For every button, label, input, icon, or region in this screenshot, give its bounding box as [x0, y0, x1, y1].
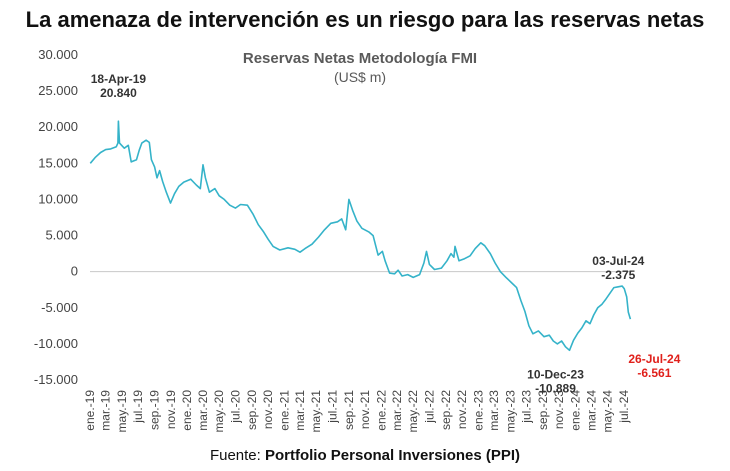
x-tick-label: sep.-20: [245, 390, 259, 430]
x-axis: ene.-19 mar.-19 may.-19 jul.-19 sep.-19 nov.-…: [83, 390, 631, 433]
y-tick-label: 5.000: [45, 228, 78, 243]
source-note: Fuente: Portfolio Personal Inversiones (…: [0, 447, 730, 464]
y-tick-label: 30.000: [38, 47, 78, 62]
x-tick-label: ene.-23: [471, 390, 485, 431]
y-axis: -15.000 -10.000 -5.000 0 5.000 10.000 15.000 20…: [34, 47, 78, 387]
x-tick-label: mar.-23: [487, 390, 501, 431]
x-tick-label: may.-20: [212, 390, 226, 433]
annotation-value-label: -6.561: [637, 366, 671, 380]
x-tick-label: sep.-23: [536, 390, 550, 430]
annotation-date-label: 10-Dec-23: [527, 367, 584, 381]
x-tick-label: jul.-23: [519, 390, 533, 424]
x-tick-label: may.-23: [503, 390, 517, 433]
x-tick-label: mar.-20: [196, 390, 210, 431]
annotations: 18-Apr-1920.84003-Jul-24-2.37526-Jul-24-…: [91, 72, 681, 395]
x-tick-label: nov.-22: [455, 390, 469, 429]
annotation-date-label: 18-Apr-19: [91, 72, 147, 86]
x-tick-label: mar.-19: [99, 390, 113, 431]
y-tick-label: -10.000: [34, 336, 78, 351]
y-tick-label: 15.000: [38, 155, 78, 170]
x-tick-label: nov.-19: [164, 390, 178, 429]
x-tick-label: ene.-20: [180, 390, 194, 431]
y-tick-label: 0: [71, 264, 78, 279]
x-tick-label: mar.-24: [584, 390, 598, 431]
x-tick-label: sep.-22: [439, 390, 453, 430]
annotation-date-label: 26-Jul-24: [628, 352, 680, 366]
annotation-date-label: 03-Jul-24: [592, 254, 644, 268]
x-tick-label: may.-24: [601, 390, 615, 433]
y-tick-label: 10.000: [38, 191, 78, 206]
x-tick-label: jul.-21: [325, 390, 339, 424]
annotation-value-label: -2.375: [601, 268, 635, 282]
x-tick-label: jul.-20: [228, 390, 242, 424]
x-tick-label: mar.-22: [390, 390, 404, 431]
y-tick-label: 20.000: [38, 119, 78, 134]
y-tick-label: -5.000: [41, 300, 78, 315]
annotation-value-label: -10.889: [535, 381, 576, 395]
x-tick-label: mar.-21: [293, 390, 307, 431]
y-tick-label: -15.000: [34, 372, 78, 387]
x-tick-label: jul.-22: [422, 390, 436, 424]
x-tick-label: nov.-20: [261, 390, 275, 429]
y-tick-label: 25.000: [38, 83, 78, 98]
headline: La amenaza de intervención es un riesgo …: [25, 7, 705, 32]
x-tick-label: ene.-24: [568, 390, 582, 431]
x-tick-label: nov.-21: [358, 390, 372, 429]
x-tick-label: ene.-19: [83, 390, 97, 431]
chart-title: Reservas Netas Metodología FMI: [242, 50, 478, 67]
x-tick-label: may.-19: [115, 390, 129, 433]
series-line-reservas-netas: [89, 120, 632, 352]
x-tick-label: jul.-24: [617, 390, 631, 424]
x-tick-label: may.-22: [406, 390, 420, 433]
x-tick-label: sep.-21: [342, 390, 356, 430]
x-tick-label: jul.-19: [131, 390, 145, 424]
annotation-value-label: 20.840: [100, 86, 137, 100]
source-prefix: Fuente:: [209, 447, 265, 464]
chart-subtitle: (US$ m): [333, 69, 387, 85]
x-tick-label: ene.-22: [374, 390, 388, 431]
x-tick-label: sep.-19: [148, 390, 162, 430]
x-tick-label: nov.-23: [552, 390, 566, 429]
x-tick-label: may.-21: [309, 390, 323, 433]
source-name: Portfolio Personal Inversiones (PPI): [264, 447, 521, 464]
x-tick-label: ene.-21: [277, 390, 291, 431]
